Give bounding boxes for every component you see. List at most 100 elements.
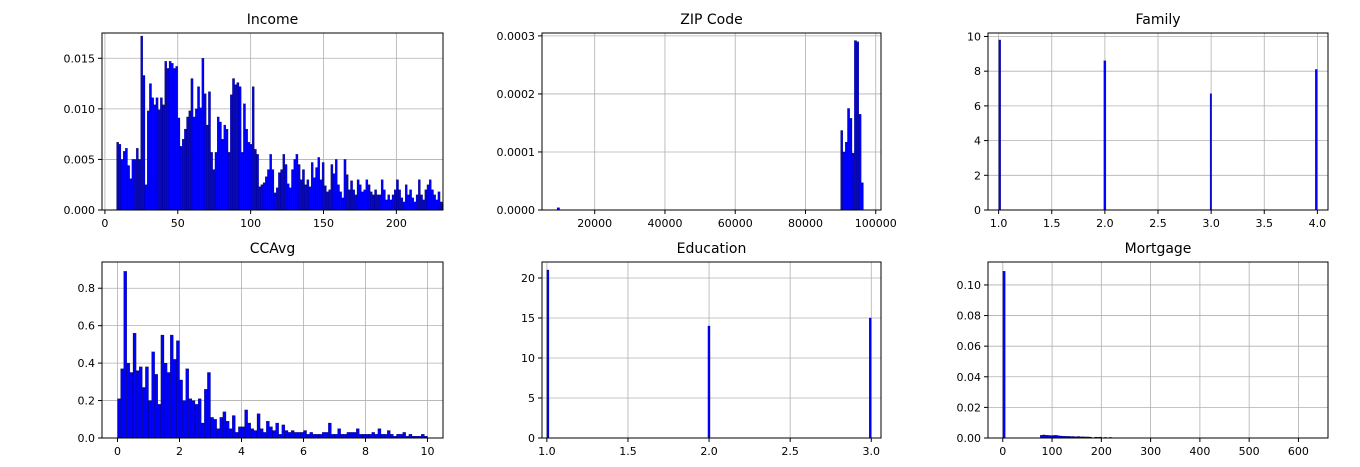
panel-ccavg: 0 2 4 6 8 10 0.0 0.2 0.4 0.6 0.8 CCAvg — [78, 241, 444, 458]
x-tick-label: 3.0 — [1202, 217, 1220, 230]
x-tick-label: 500 — [1239, 445, 1260, 458]
histogram-bar — [418, 179, 421, 210]
histogram-bar — [254, 149, 257, 210]
y-tick-label: 2 — [974, 169, 981, 182]
histogram-bar — [387, 194, 390, 210]
histogram-bar — [225, 421, 230, 438]
y-tick-label: 4 — [974, 135, 981, 148]
histogram-bar — [431, 189, 434, 210]
x-tick-label: 200 — [386, 217, 407, 230]
histogram-bar — [144, 184, 148, 210]
histogram-bar — [250, 428, 255, 438]
y-tick-label: 0.2 — [78, 395, 96, 408]
histogram-bar — [315, 167, 318, 210]
histogram-bar — [135, 370, 140, 438]
histogram-bar — [166, 372, 171, 438]
histogram-bar — [407, 194, 410, 210]
histogram-bar — [206, 124, 209, 210]
histogram-bar — [374, 189, 377, 210]
x-tick-label: 2.5 — [1149, 217, 1167, 230]
x-tick-label: 80000 — [788, 217, 823, 230]
histogram-bar — [349, 432, 354, 438]
histogram-bar — [222, 411, 227, 438]
histogram-bar — [219, 121, 222, 210]
histogram-bar — [840, 130, 844, 210]
y-tick-label: 0.010 — [64, 103, 96, 116]
histogram-bar — [359, 434, 363, 438]
histogram-bar — [151, 97, 154, 210]
histogram-bar — [287, 432, 292, 438]
histogram-bar — [192, 116, 196, 210]
histogram-bar — [212, 169, 216, 210]
histogram-bar — [213, 419, 217, 438]
histogram-bar — [842, 151, 846, 210]
histogram-bar — [337, 184, 340, 210]
x-tick-label: 2.0 — [1096, 217, 1114, 230]
histogram-bar — [350, 180, 353, 210]
histogram-bar — [186, 116, 189, 210]
histogram-bar — [378, 194, 382, 210]
bars-zip-code — [556, 40, 864, 210]
x-tick-label: 20000 — [577, 217, 612, 230]
histogram-bar — [197, 86, 200, 210]
histogram-bar — [341, 197, 345, 210]
axes-frame — [541, 261, 882, 439]
histogram-bar — [422, 199, 425, 210]
histogram-bar — [238, 86, 242, 210]
y-tick-label: 0.0000 — [497, 204, 536, 217]
histogram-bar — [352, 189, 355, 210]
histogram-bar — [179, 379, 183, 438]
y-tick-label: 10 — [967, 30, 981, 43]
x-tick-label: 0 — [101, 217, 108, 230]
histogram-bar — [290, 430, 295, 438]
histogram-bar — [116, 142, 119, 210]
histogram-bar — [227, 152, 231, 210]
histogram-bar — [238, 426, 242, 438]
histogram-bar — [1002, 271, 1006, 438]
histogram-bar — [435, 199, 439, 210]
panel-title: Mortgage — [1125, 241, 1192, 257]
histogram-bar — [389, 199, 393, 210]
x-tick-label: 4.0 — [1309, 217, 1327, 230]
histogram-bar — [334, 434, 338, 438]
histogram-bar — [439, 201, 443, 210]
y-tick-label: 0.0 — [78, 432, 96, 445]
histogram-bar — [411, 197, 414, 210]
histogram-bar — [123, 151, 126, 210]
histogram-bar — [352, 432, 357, 438]
histogram-bar — [399, 434, 403, 438]
histogram-bar — [228, 428, 233, 438]
histogram-bar — [179, 146, 183, 210]
histogram-bar — [223, 124, 226, 210]
y-tick-label: 6 — [974, 100, 981, 113]
axes-frame — [541, 32, 882, 211]
x-tick-label: 1.5 — [1043, 217, 1061, 230]
histogram-bar — [272, 430, 276, 438]
histogram-bar — [201, 58, 205, 210]
histogram-bar — [259, 428, 264, 438]
histogram-bar — [1315, 69, 1318, 210]
x-tick-label: 4 — [238, 445, 245, 458]
histogram-bar — [391, 194, 395, 210]
histogram-bar — [343, 434, 348, 438]
histogram-bar — [365, 434, 369, 438]
histogram-bar — [396, 179, 399, 210]
histogram-bar — [203, 93, 207, 210]
histogram-bar — [184, 128, 187, 210]
histogram-bar — [208, 91, 211, 210]
histogram-bar — [236, 82, 240, 210]
histogram-bar — [117, 398, 121, 438]
histogram-bar — [413, 201, 417, 210]
histogram-bar — [404, 184, 408, 210]
histogram-bar — [400, 197, 404, 210]
histogram-bar — [120, 368, 124, 438]
histogram-bar — [123, 271, 127, 438]
histogram-bar — [194, 404, 199, 438]
histogram-bar — [129, 372, 134, 438]
x-tick-label: 1.0 — [990, 217, 1008, 230]
histogram-bar — [302, 169, 305, 210]
histogram-bar — [284, 164, 288, 210]
histogram-bar — [280, 169, 283, 210]
histogram-bar — [325, 432, 329, 438]
